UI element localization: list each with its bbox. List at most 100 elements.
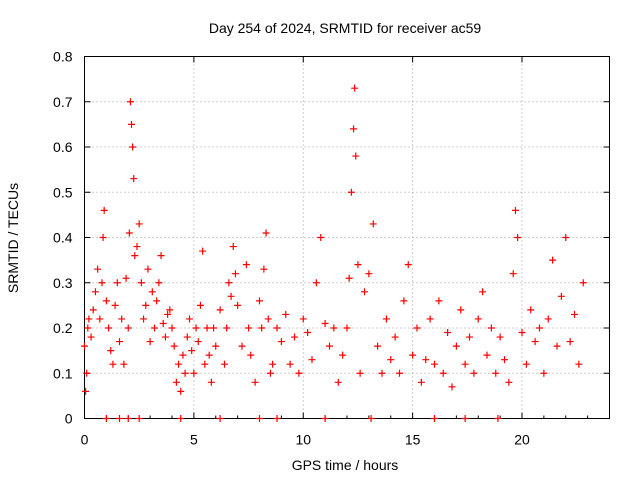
data-point xyxy=(378,369,386,377)
data-point xyxy=(216,306,224,314)
zero-point-marker xyxy=(461,415,469,422)
data-point xyxy=(159,319,167,327)
zero-point-marker xyxy=(135,415,143,422)
data-point xyxy=(116,338,123,346)
data-point xyxy=(339,351,347,359)
data-point xyxy=(308,356,316,364)
data-point xyxy=(487,324,495,332)
data-point xyxy=(347,188,355,196)
data-point xyxy=(190,369,198,377)
data-point xyxy=(400,297,408,305)
data-point xyxy=(470,369,478,377)
data-point xyxy=(183,333,191,341)
data-point xyxy=(133,243,141,251)
y-axis-label: SRMTID / TECUs xyxy=(5,183,21,293)
data-point xyxy=(304,329,312,337)
data-point xyxy=(326,342,333,350)
data-point xyxy=(188,347,196,355)
data-point xyxy=(549,256,557,264)
zero-point-marker xyxy=(116,415,123,422)
data-point xyxy=(192,324,200,332)
data-point xyxy=(245,324,253,332)
data-point xyxy=(277,338,285,346)
zero-point-marker xyxy=(216,415,224,422)
plot-frame xyxy=(84,56,610,419)
data-point xyxy=(396,369,403,377)
data-point xyxy=(452,342,460,350)
data-point xyxy=(527,306,535,314)
data-point xyxy=(238,342,246,350)
data-point xyxy=(146,338,154,346)
data-point xyxy=(431,360,438,368)
data-point xyxy=(177,387,185,395)
data-point xyxy=(382,315,390,323)
data-point xyxy=(124,324,132,332)
data-point xyxy=(96,315,104,323)
data-point xyxy=(426,315,434,323)
data-point xyxy=(81,342,88,350)
zero-point-marker xyxy=(256,415,263,422)
data-point xyxy=(557,292,565,300)
data-point xyxy=(354,261,362,269)
data-point xyxy=(256,297,263,305)
data-point xyxy=(234,301,242,309)
data-point xyxy=(247,351,255,359)
data-point xyxy=(540,369,548,377)
data-point xyxy=(518,329,526,337)
x-tick-label: 5 xyxy=(190,432,198,448)
data-point xyxy=(210,324,218,332)
data-point xyxy=(321,319,329,327)
data-point xyxy=(84,324,92,332)
data-point xyxy=(102,297,110,305)
data-point xyxy=(251,378,259,386)
zero-point-marker xyxy=(177,415,185,422)
zero-point-marker xyxy=(494,415,502,422)
data-point xyxy=(229,243,237,251)
data-point xyxy=(126,98,134,106)
data-point xyxy=(181,369,189,377)
data-point xyxy=(131,252,139,260)
data-point xyxy=(142,301,150,309)
data-point xyxy=(571,310,578,318)
data-point xyxy=(413,324,421,332)
data-point xyxy=(444,329,452,337)
data-point xyxy=(94,265,102,273)
data-point xyxy=(135,220,143,228)
data-point xyxy=(579,279,587,287)
data-point xyxy=(199,247,207,255)
data-point xyxy=(343,324,351,332)
data-point xyxy=(172,378,180,386)
data-point xyxy=(266,369,274,377)
data-point xyxy=(125,229,133,237)
data-point xyxy=(448,383,456,391)
data-point xyxy=(435,297,443,305)
data-point xyxy=(422,356,430,364)
data-point xyxy=(312,279,320,287)
data-point xyxy=(164,310,172,318)
data-point xyxy=(299,315,307,323)
data-point xyxy=(562,234,570,241)
data-point xyxy=(286,360,294,368)
data-point xyxy=(417,378,425,386)
x-tick-label: 15 xyxy=(405,432,421,448)
chart-title: Day 254 of 2024, SRMTID for receiver ac5… xyxy=(209,20,482,36)
data-point xyxy=(544,315,552,323)
data-point xyxy=(269,360,277,368)
data-point xyxy=(175,360,183,368)
data-point xyxy=(509,270,517,278)
x-tick-label: 20 xyxy=(514,432,530,448)
data-point xyxy=(466,333,473,341)
data-point xyxy=(374,342,382,350)
data-point xyxy=(113,279,121,287)
data-point xyxy=(186,315,193,323)
data-point xyxy=(474,315,482,323)
data-point xyxy=(120,360,128,368)
data-point xyxy=(409,351,417,359)
data-point xyxy=(522,360,530,368)
data-point xyxy=(260,265,268,273)
y-tick-label: 0.6 xyxy=(53,139,73,155)
data-point xyxy=(514,234,522,241)
data-point xyxy=(118,315,126,323)
data-point xyxy=(201,360,209,368)
data-point xyxy=(128,120,136,128)
